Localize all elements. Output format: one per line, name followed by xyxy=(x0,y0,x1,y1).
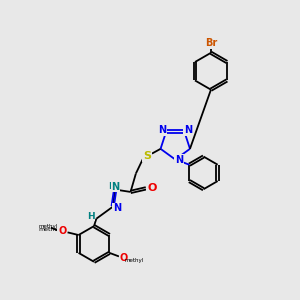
Text: N: N xyxy=(112,182,120,192)
Text: H: H xyxy=(108,182,115,191)
Text: methyl: methyl xyxy=(124,258,144,263)
Text: O: O xyxy=(58,226,66,236)
Text: methoxy: methoxy xyxy=(39,227,66,232)
Text: O: O xyxy=(120,253,128,263)
Text: N: N xyxy=(158,125,166,135)
Text: Br: Br xyxy=(205,38,217,48)
Text: N: N xyxy=(184,125,192,135)
Text: O: O xyxy=(58,226,66,236)
Text: methyl: methyl xyxy=(39,224,58,229)
Text: H: H xyxy=(87,212,95,221)
Text: N: N xyxy=(175,154,183,164)
Text: O: O xyxy=(147,183,157,193)
Text: N: N xyxy=(113,203,121,213)
Text: S: S xyxy=(143,151,151,161)
